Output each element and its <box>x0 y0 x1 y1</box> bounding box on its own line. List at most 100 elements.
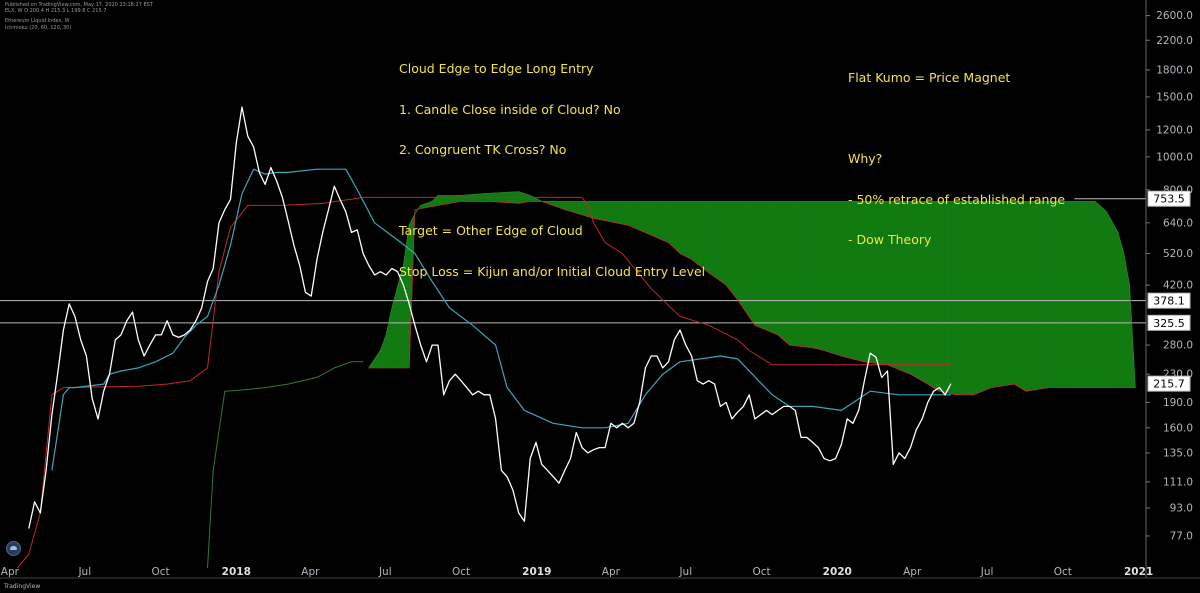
y-tick-label: 135.0 <box>1163 447 1193 459</box>
bull-cloud-segment <box>829 201 836 355</box>
y-tick-label: 77.0 <box>1170 530 1193 542</box>
bull-cloud-segment <box>823 201 831 353</box>
y-tick-label: 93.0 <box>1170 503 1193 515</box>
bull-cloud-segment <box>812 201 819 350</box>
bull-cloud-segment <box>385 307 393 369</box>
annotation-line: 1. Candle Close inside of Cloud? No <box>399 101 621 117</box>
bull-cloud-segment <box>1083 201 1090 388</box>
bull-cloud-segment <box>835 201 842 357</box>
bull-cloud-segment <box>1111 220 1119 388</box>
bull-cloud-segment <box>800 201 808 348</box>
y-tick-label: 1500.0 <box>1156 91 1193 103</box>
x-tick-label: 2019 <box>522 566 551 578</box>
kumo-annotation: Flat Kumo = Price Magnet Why? - 50% retr… <box>848 44 1065 274</box>
level-label: 753.5 <box>1153 193 1185 206</box>
kijun-line <box>16 196 951 569</box>
brand-label: TradingView <box>4 583 41 590</box>
tenkan-line <box>51 168 951 471</box>
tradingview-logo-icon: TradingView <box>4 583 40 590</box>
bull-cloud-segment <box>380 334 387 369</box>
bull-cloud-segment <box>1094 200 1101 388</box>
y-tick-label: 111.0 <box>1163 476 1193 488</box>
y-tick-label: 160.0 <box>1163 422 1193 434</box>
x-tick-label: Oct <box>452 566 470 578</box>
annotation-line: Cloud Edge to Edge Long Entry <box>399 61 594 76</box>
published-info: Published on TradingView.com, May 17, 20… <box>5 2 153 8</box>
y-tick-label: 1200.0 <box>1156 124 1193 136</box>
bull-cloud-segment <box>748 201 756 327</box>
bull-cloud-segment <box>794 201 802 347</box>
horizontal-levels <box>0 198 1146 324</box>
last-price-label: 215.7 <box>1153 378 1185 391</box>
x-tick-label: 2021 <box>1124 566 1153 578</box>
x-tick-label: Apr <box>602 566 621 578</box>
bull-cloud-segment <box>1088 201 1096 388</box>
y-tick-label: 520.0 <box>1163 248 1193 260</box>
annotation-line: Flat Kumo = Price Magnet <box>848 70 1011 85</box>
y-tick-label: 190.0 <box>1163 397 1193 409</box>
span_b-line <box>368 200 1136 396</box>
bull-cloud-segment <box>1100 205 1107 388</box>
x-tick-label: Jul <box>678 566 692 578</box>
bull-cloud-segment <box>777 201 785 341</box>
bull-cloud-segment <box>817 201 825 351</box>
y-tick-label: 1800.0 <box>1156 64 1193 76</box>
x-tick-label: 2018 <box>222 566 251 578</box>
bull-cloud-segment <box>720 201 727 286</box>
x-tick-label: Apr <box>301 566 320 578</box>
x-tick-label: Jul <box>980 566 994 578</box>
annotation-line: - Dow Theory <box>848 232 932 247</box>
chikou-line <box>207 361 364 569</box>
bull-cloud-segment <box>783 201 790 346</box>
bull-cloud-segment <box>1117 232 1125 388</box>
bull-cloud-segment <box>708 201 715 278</box>
last-price-label-box <box>1147 375 1191 392</box>
y-tick-label: 2600.0 <box>1156 10 1193 22</box>
bull-cloud-segment <box>743 201 750 318</box>
bull-cloud-segment <box>760 201 767 331</box>
level-label-box <box>1147 190 1191 207</box>
bull-cloud-segment <box>714 201 721 282</box>
indicator-name: Ichimoku (20, 60, 120, 30) <box>5 25 72 31</box>
bull-cloud-segment <box>766 201 773 333</box>
bull-cloud-segment <box>1077 201 1084 388</box>
x-tick-label: Jul <box>378 566 392 578</box>
settings-icon[interactable] <box>6 541 21 556</box>
level-label-box <box>1147 314 1191 331</box>
x-tick-label: Jul <box>77 566 91 578</box>
level-label: 325.5 <box>1153 317 1185 330</box>
annotation-line <box>399 184 705 198</box>
bull-cloud-segment <box>1106 211 1113 388</box>
y-tick-label: 640.0 <box>1163 217 1193 229</box>
y-tick-label: 280.0 <box>1163 340 1193 352</box>
annotation-line: 2. Congruent TK Cross? No <box>399 142 567 157</box>
annotation-line: - 50% retrace of established range <box>848 191 1066 207</box>
bull-cloud-segment <box>771 201 779 336</box>
indicator-lines <box>16 106 1136 569</box>
bull-cloud-segment <box>1123 253 1130 388</box>
bull-cloud-segment <box>1071 201 1078 388</box>
bull-cloud-segment <box>841 201 848 358</box>
level-label-box <box>1147 292 1191 309</box>
span_a-line <box>368 191 1136 388</box>
bull-cloud-segment <box>731 201 739 301</box>
y-tick-label: 420.0 <box>1163 280 1193 292</box>
entry-annotation: Cloud Edge to Edge Long Entry 1. Candle … <box>399 35 705 305</box>
bull-cloud-segment <box>1065 201 1073 388</box>
x-tick-label: Oct <box>151 566 169 578</box>
y-tick-label: 1000.0 <box>1156 151 1193 163</box>
x-tick-label: Apr <box>903 566 922 578</box>
index-name: Ethereum Liquid Index, W <box>5 18 70 24</box>
annotation-line <box>848 112 1065 126</box>
bull-cloud-segment <box>754 201 762 329</box>
bull-cloud-segment <box>725 201 733 294</box>
level-label: 378.1 <box>1153 295 1185 308</box>
x-tick-label: 2020 <box>823 566 852 578</box>
axes: 2600.02200.01800.01500.01200.01000.0800.… <box>0 0 1200 579</box>
x-tick-label: Oct <box>1054 566 1072 578</box>
bull-cloud-segment <box>806 201 813 349</box>
annotation-line: Stop Loss = Kijun and/or Initial Cloud E… <box>399 263 706 279</box>
price-line <box>28 106 952 529</box>
